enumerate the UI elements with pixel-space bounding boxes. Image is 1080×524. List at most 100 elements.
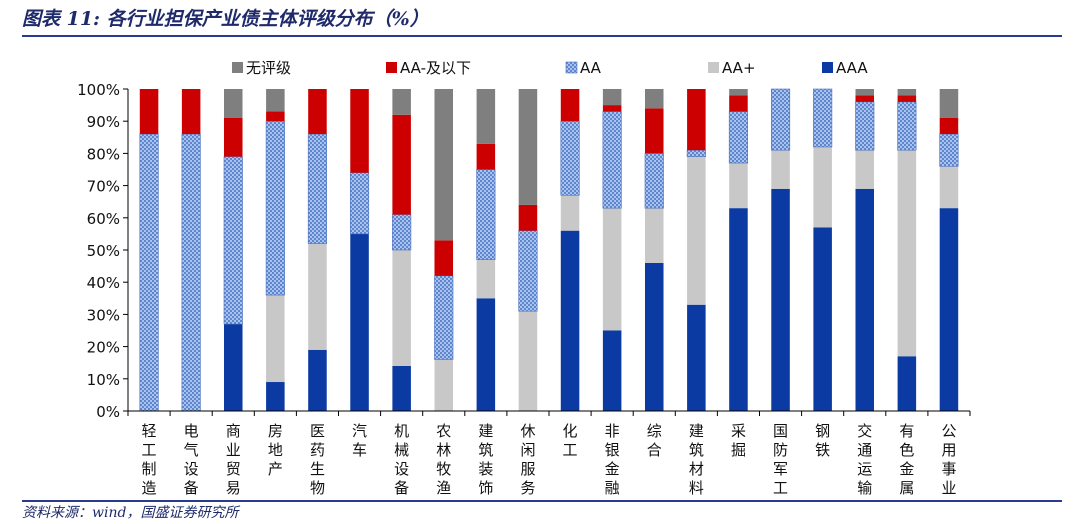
axes xyxy=(127,89,971,416)
bar-segment-aa-plus xyxy=(687,156,706,305)
bar-segment-aa-plus xyxy=(560,195,580,231)
bar-segment-aa xyxy=(855,101,875,151)
bar-segment-aa-minus-below xyxy=(560,89,580,122)
x-category-label: 休闲服务 xyxy=(520,422,535,497)
bar-segment-aa-plus xyxy=(813,146,832,228)
stacked-bar-chart: 0% 10% 20% 30% 40% 50% 60% 70% 80% 90% 100% 轻工制造 电气… xyxy=(77,59,971,497)
bar-segment-aa xyxy=(560,120,580,196)
y-tick-label: 20% xyxy=(87,339,120,357)
bar-segment-aa-plus xyxy=(855,150,875,189)
bar-segment-unrated xyxy=(855,89,875,96)
legend-swatch-aa-plus xyxy=(708,62,719,73)
bar-segment-unrated xyxy=(266,89,285,112)
bar-segment-aa xyxy=(434,275,454,360)
bar-segment-aa xyxy=(265,120,285,296)
x-category-label: 商业贸易 xyxy=(226,422,241,497)
bar-segment-aaa xyxy=(392,365,411,411)
bar-segment-aa-minus-below xyxy=(518,204,538,231)
bar-segment-unrated xyxy=(476,89,496,144)
legend-swatch-aaa xyxy=(822,62,833,73)
x-category-label: 化工 xyxy=(563,422,578,459)
bars: 轻工制造 电气设备 商业贸易 房地产 医药生物 汽车 机械设备 农林牧渔 建筑装饰 休闲服务 化工非… xyxy=(139,88,959,497)
x-category-label: 轻工制造 xyxy=(142,422,157,497)
x-category-label: 汽车 xyxy=(352,422,367,459)
legend-label-unrated: 无评级 xyxy=(246,59,291,77)
x-category-label: 机械设备 xyxy=(394,422,409,497)
bar-segment-unrated xyxy=(392,89,411,115)
bar-segment-aa xyxy=(307,133,328,244)
legend-swatch-unrated xyxy=(232,62,243,73)
x-category-label: 建筑材料 xyxy=(689,422,704,497)
bar-segment-aa-plus xyxy=(308,243,327,350)
legend-swatch-aa-minus-below xyxy=(386,62,397,73)
bar-segment-aa-minus-below xyxy=(139,89,159,135)
bar-segment-aa-minus-below xyxy=(266,111,285,122)
x-category-label: 交通运输 xyxy=(857,422,872,497)
legend-swatch-aa xyxy=(565,61,578,74)
bar-segment-aa-minus-below xyxy=(644,108,664,154)
x-category-label: 钢铁 xyxy=(815,422,830,459)
bar-segment-aa xyxy=(686,149,706,157)
footer-rule xyxy=(22,500,1062,502)
y-tick-label: 40% xyxy=(87,274,120,292)
bar-segment-unrated xyxy=(602,89,622,106)
legend-label-aa: AA xyxy=(580,59,602,77)
bar-segment-unrated xyxy=(939,89,959,118)
bar-segment-aa xyxy=(181,133,201,412)
x-category-label: 非银金融 xyxy=(605,422,620,497)
bar-segment-aa xyxy=(602,111,622,209)
bar-segment-aaa xyxy=(308,349,327,411)
bar-segment-aa-minus-below xyxy=(897,95,917,102)
bar-segment-unrated xyxy=(518,89,538,205)
bar-segment-aaa xyxy=(897,356,917,411)
legend-label-aa-minus-below: AA-及以下 xyxy=(400,59,471,77)
bar-segment-aaa xyxy=(223,324,243,411)
legend: 无评级 AA-及以下 AA AA+ AAA xyxy=(232,59,868,77)
y-tick-label: 50% xyxy=(87,242,120,260)
bar-segment-aaa xyxy=(939,208,959,411)
bar-segment-aaa xyxy=(266,382,285,411)
bar-segment-aa-plus xyxy=(729,163,748,209)
bar-segment-unrated xyxy=(897,89,917,96)
x-category-label: 公用事业 xyxy=(941,422,956,497)
bar-segment-aa-plus xyxy=(434,359,454,411)
bar-segment-aaa xyxy=(813,227,832,411)
bar-segment-aa-plus xyxy=(771,150,790,189)
bar-segment-aa xyxy=(139,133,159,412)
y-tick-label: 60% xyxy=(87,210,120,228)
x-category-label: 采掘 xyxy=(731,422,746,459)
x-category-label: 有色金属 xyxy=(899,422,914,497)
bar-segment-aaa xyxy=(729,208,748,411)
bar-segment-aa-plus xyxy=(644,208,664,263)
bar-segment-aaa xyxy=(855,188,875,411)
y-tick-label: 0% xyxy=(96,403,120,421)
x-category-label: 医药生物 xyxy=(310,422,325,497)
bar-segment-aa-minus-below xyxy=(729,95,748,112)
bar-segment-aaa xyxy=(687,304,706,411)
bar-segment-aa-plus xyxy=(476,259,496,299)
bar-segment-aa xyxy=(644,153,664,209)
bar-segment-aa-minus-below xyxy=(476,143,496,170)
bar-segment-aa-minus-below xyxy=(223,117,243,157)
bar-segment-aa-minus-below xyxy=(855,95,875,102)
bar-segment-aa xyxy=(939,133,959,167)
y-tick-label: 10% xyxy=(87,371,120,389)
x-category-label: 房地产 xyxy=(268,422,283,478)
y-axis-ticks: 0% 10% 20% 30% 40% 50% 60% 70% 80% 90% 100% xyxy=(77,81,128,421)
bar-segment-aa-plus xyxy=(266,295,285,383)
source-note: 资料来源：wind，国盛证券研究所 xyxy=(22,505,239,521)
bar-segment-aaa xyxy=(771,188,790,411)
bar-segment-aa xyxy=(223,156,243,325)
bar-segment-aa-minus-below xyxy=(434,240,454,276)
bar-segment-aa xyxy=(392,214,412,251)
bar-segment-aa xyxy=(349,172,370,235)
bar-segment-aa-plus xyxy=(392,250,411,366)
bar-segment-aa-plus xyxy=(897,150,917,357)
bar-segment-aa-plus xyxy=(518,311,538,411)
y-tick-label: 80% xyxy=(87,145,120,163)
bar-segment-aa-minus-below xyxy=(308,89,327,135)
bar-segment-aa xyxy=(770,88,791,151)
y-tick-label: 100% xyxy=(77,81,120,99)
y-tick-label: 70% xyxy=(87,178,120,196)
bar-segment-aa-plus xyxy=(602,208,622,331)
